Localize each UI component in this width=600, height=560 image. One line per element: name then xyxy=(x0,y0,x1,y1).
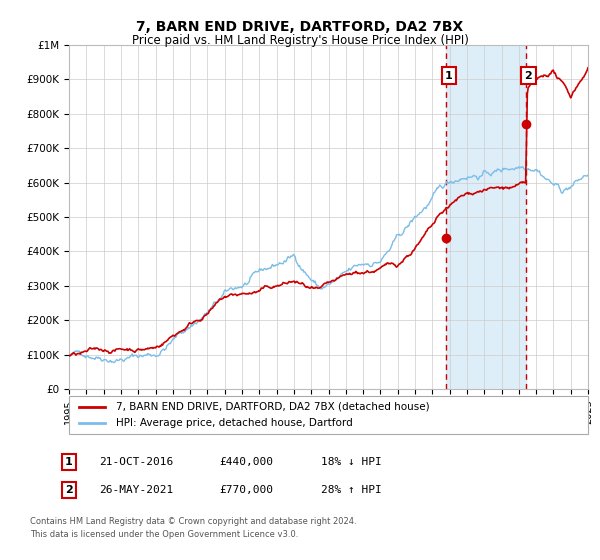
Text: This data is licensed under the Open Government Licence v3.0.: This data is licensed under the Open Gov… xyxy=(30,530,298,539)
Text: 26-MAY-2021: 26-MAY-2021 xyxy=(99,485,173,495)
Text: 7, BARN END DRIVE, DARTFORD, DA2 7BX: 7, BARN END DRIVE, DARTFORD, DA2 7BX xyxy=(136,20,464,34)
Text: 21-OCT-2016: 21-OCT-2016 xyxy=(99,457,173,467)
Text: Contains HM Land Registry data © Crown copyright and database right 2024.: Contains HM Land Registry data © Crown c… xyxy=(30,517,356,526)
Text: 18% ↓ HPI: 18% ↓ HPI xyxy=(321,457,382,467)
Bar xyxy=(446,45,526,389)
Text: 7, BARN END DRIVE, DARTFORD, DA2 7BX (detached house): 7, BARN END DRIVE, DARTFORD, DA2 7BX (de… xyxy=(116,402,430,412)
Text: 2: 2 xyxy=(524,71,532,81)
Text: 1: 1 xyxy=(65,457,73,467)
Text: £770,000: £770,000 xyxy=(219,485,273,495)
Text: 2: 2 xyxy=(65,485,73,495)
Text: 1: 1 xyxy=(445,71,452,81)
Text: £440,000: £440,000 xyxy=(219,457,273,467)
Text: HPI: Average price, detached house, Dartford: HPI: Average price, detached house, Dart… xyxy=(116,418,352,428)
Text: Price paid vs. HM Land Registry's House Price Index (HPI): Price paid vs. HM Land Registry's House … xyxy=(131,34,469,46)
Text: 28% ↑ HPI: 28% ↑ HPI xyxy=(321,485,382,495)
FancyBboxPatch shape xyxy=(69,396,588,434)
